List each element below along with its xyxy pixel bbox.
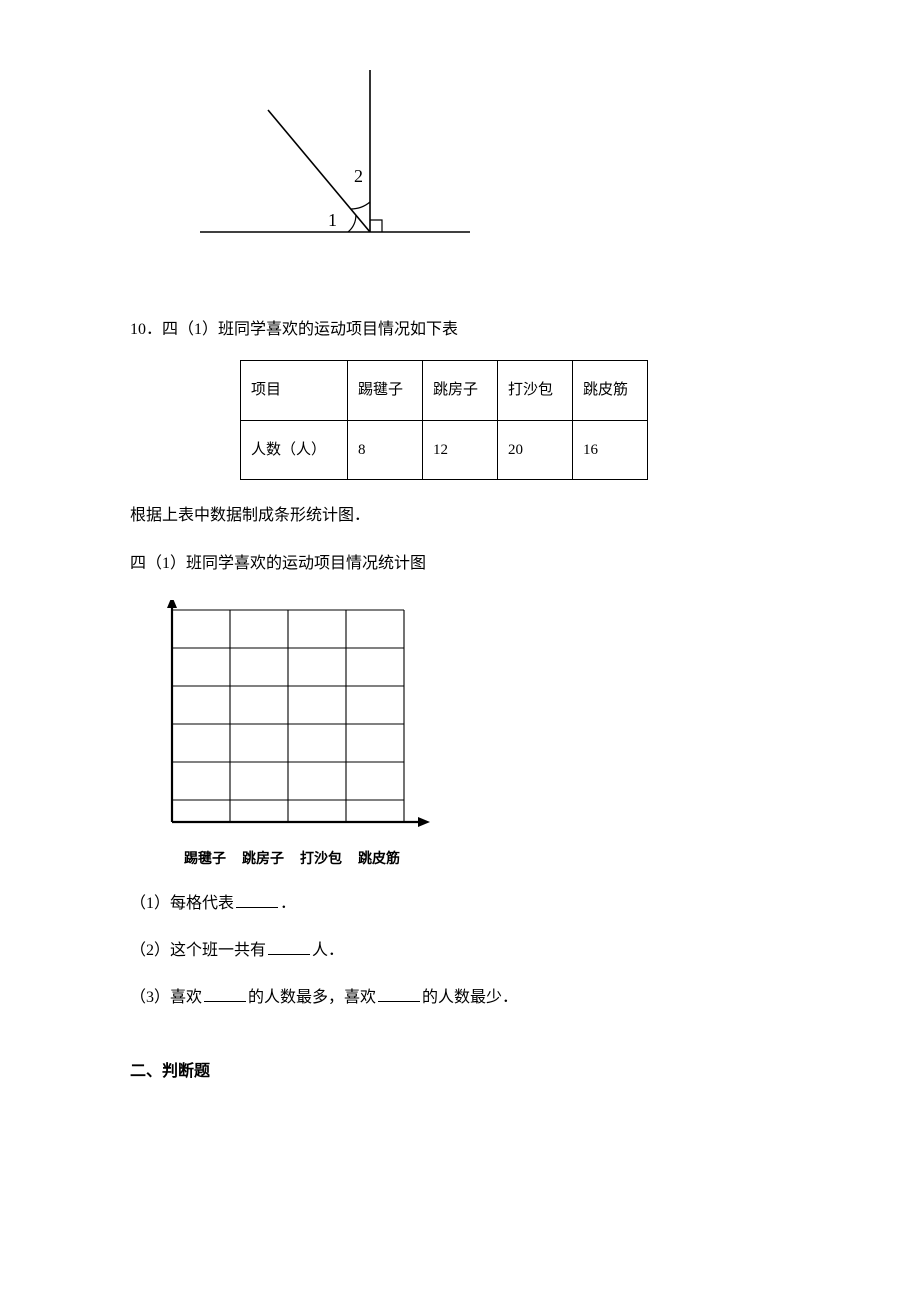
section-2-heading: 二、判断题 bbox=[130, 1060, 820, 1084]
fill-blank[interactable] bbox=[268, 938, 310, 955]
fill-blank[interactable] bbox=[378, 985, 420, 1002]
q2-pre: （2）这个班一共有 bbox=[130, 942, 266, 959]
cell-value: 12 bbox=[423, 420, 498, 480]
col-header: 跳房子 bbox=[423, 361, 498, 421]
sub-question-2: （2）这个班一共有 人． bbox=[130, 938, 820, 963]
q10-number: 10． bbox=[130, 321, 162, 338]
cell-value: 8 bbox=[348, 420, 423, 480]
q1-pre: （1）每格代表 bbox=[130, 895, 234, 912]
chart-xlabels: 踢毽子跳房子打沙包跳皮筋 bbox=[150, 848, 820, 869]
svg-text:1: 1 bbox=[328, 210, 337, 230]
q3-a: （3）喜欢 bbox=[130, 989, 202, 1006]
angle-svg: 12 bbox=[170, 50, 480, 250]
col-header: 踢毽子 bbox=[348, 361, 423, 421]
blank-bar-chart: 踢毽子跳房子打沙包跳皮筋 bbox=[150, 600, 820, 869]
q3-b: 的人数最多，喜欢 bbox=[248, 989, 376, 1006]
chart-svg bbox=[150, 600, 434, 836]
col-header: 跳皮筋 bbox=[573, 361, 648, 421]
q1-post: ． bbox=[280, 895, 296, 912]
row1-label: 项目 bbox=[241, 361, 348, 421]
chart-xlabel: 跳皮筋 bbox=[350, 848, 408, 869]
fill-blank[interactable] bbox=[204, 985, 246, 1002]
sub-question-3: （3）喜欢 的人数最多，喜欢 的人数最少． bbox=[130, 985, 820, 1010]
fill-blank[interactable] bbox=[236, 891, 278, 908]
angle-diagram: 12 bbox=[170, 50, 820, 258]
cell-value: 20 bbox=[498, 420, 573, 480]
chart-title: 四（1）班同学喜欢的运动项目情况统计图 bbox=[130, 552, 820, 576]
chart-xlabel: 踢毽子 bbox=[176, 848, 234, 869]
after-table-text: 根据上表中数据制成条形统计图． bbox=[130, 504, 820, 528]
q10-intro: 10．四（1）班同学喜欢的运动项目情况如下表 bbox=[130, 318, 820, 342]
chart-xlabel: 跳房子 bbox=[234, 848, 292, 869]
svg-text:2: 2 bbox=[354, 166, 363, 186]
sports-table: 项目 踢毽子 跳房子 打沙包 跳皮筋 人数（人） 8 12 20 16 bbox=[240, 360, 648, 480]
table-row: 人数（人） 8 12 20 16 bbox=[241, 420, 648, 480]
cell-value: 16 bbox=[573, 420, 648, 480]
sub-question-1: （1）每格代表 ． bbox=[130, 891, 820, 916]
q10-intro-text: 四（1）班同学喜欢的运动项目情况如下表 bbox=[162, 321, 458, 338]
row2-label: 人数（人） bbox=[241, 420, 348, 480]
q2-post: 人． bbox=[312, 942, 344, 959]
col-header: 打沙包 bbox=[498, 361, 573, 421]
chart-xlabel: 打沙包 bbox=[292, 848, 350, 869]
table-row: 项目 踢毽子 跳房子 打沙包 跳皮筋 bbox=[241, 361, 648, 421]
q3-c: 的人数最少． bbox=[422, 989, 518, 1006]
